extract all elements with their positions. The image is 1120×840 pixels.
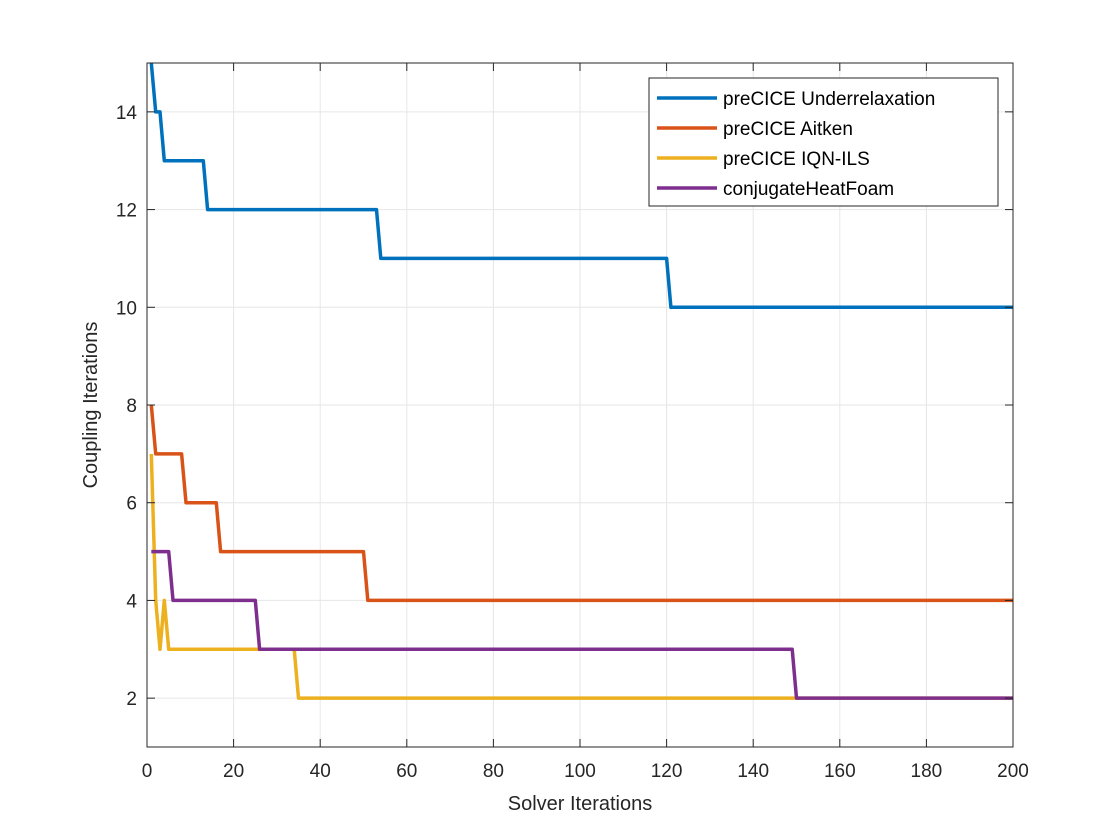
x-tick-label: 120	[651, 761, 683, 782]
y-tick-label: 12	[116, 201, 137, 222]
y-tick-label: 4	[126, 591, 137, 612]
series-line	[149, 62, 1013, 310]
y-tick-label: 8	[126, 396, 137, 417]
x-tick-label: 100	[564, 761, 596, 782]
x-axis-title: Solver Iterations	[508, 793, 653, 815]
y-tick-label: 10	[116, 298, 137, 319]
y-tick-label: 6	[126, 494, 137, 515]
series-line	[149, 404, 1013, 603]
x-tick-label: 200	[997, 761, 1029, 782]
x-tick-label: 0	[142, 761, 153, 782]
x-tick-label: 80	[483, 761, 504, 782]
x-tick-label: 140	[737, 761, 769, 782]
series-line	[151, 549, 1013, 700]
legend-label: preCICE Underrelaxation	[723, 89, 935, 110]
series-line	[149, 453, 1013, 700]
legend-label: preCICE IQN-ILS	[723, 149, 870, 170]
x-tick-label: 180	[911, 761, 943, 782]
y-tick-label: 2	[126, 689, 137, 710]
legend: preCICE Underrelaxation preCICE Aitken pre…	[648, 77, 999, 207]
y-tick-label: 14	[116, 103, 138, 124]
x-tick-label: 160	[824, 761, 856, 782]
legend-label: preCICE Aitken	[723, 119, 853, 140]
x-tick-label: 20	[223, 761, 244, 782]
y-axis-title: Coupling Iterations	[80, 322, 102, 489]
x-tick-label: 40	[310, 761, 331, 782]
axis-ticks: 0 20 40 60 80 100 120 140 160 180 200 2 4 6 8 10 12 14	[116, 63, 1029, 782]
legend-label: conjugateHeatFoam	[723, 179, 894, 200]
x-tick-label: 60	[396, 761, 417, 782]
series-lines	[149, 62, 1013, 700]
